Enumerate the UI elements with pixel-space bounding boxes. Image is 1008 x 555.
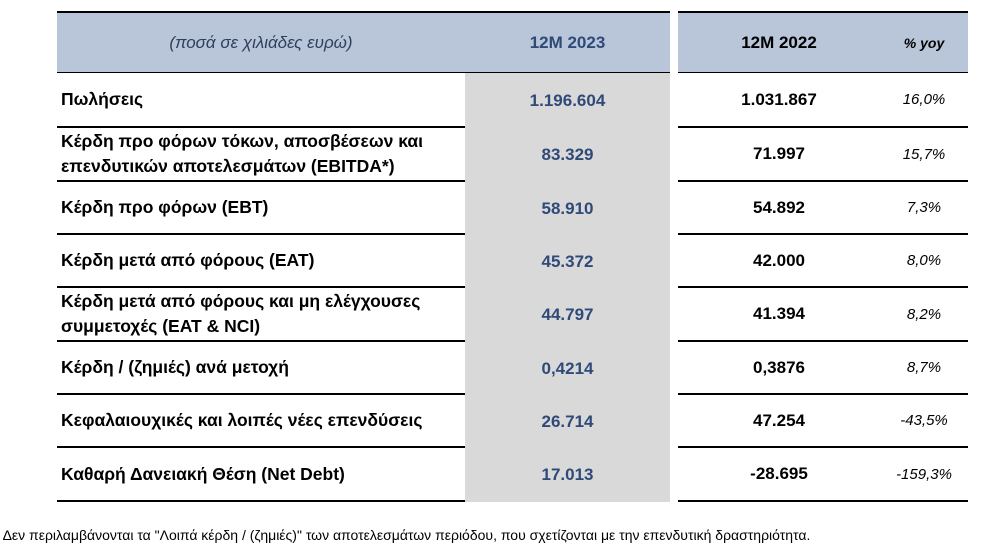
value-2022: -28.695 [678,448,880,502]
value-2023: 17.013 [465,448,670,502]
yoy-change: 8,2% [880,288,968,342]
yoy-change: 8,0% [880,235,968,288]
header-yoy: % yoy [880,11,968,73]
value-2022: 47.254 [678,395,880,448]
value-2022: 41.394 [678,288,880,342]
value-2023: 0,4214 [465,342,670,395]
row-label: Κέρδη προ φόρων (EBT) [57,182,465,235]
yoy-change: 7,3% [880,182,968,235]
value-2023: 58.910 [465,182,670,235]
yoy-change: -43,5% [880,395,968,448]
row-label: Πωλήσεις [57,73,465,128]
value-2023: 45.372 [465,235,670,288]
value-2022: 71.997 [678,128,880,182]
value-2023: 44.797 [465,288,670,342]
header-2023: 12M 2023 [465,11,670,73]
value-2022: 1.031.867 [678,73,880,128]
value-2023: 26.714 [465,395,670,448]
row-label: Καθαρή Δανειακή Θέση (Net Debt) [57,448,465,502]
row-label: Κέρδη μετά από φόρους (EAT) [57,235,465,288]
header-label: (ποσά σε χιλιάδες ευρώ) [57,11,465,73]
value-2022: 0,3876 [678,342,880,395]
row-label: Κεφαλαιουχικές και λοιπές νέες επενδύσει… [57,395,465,448]
row-label: Κέρδη / (ζημιές) ανά μετοχή [57,342,465,395]
row-label: Κέρδη μετά από φόρους και μη ελέγχουσες … [57,288,465,342]
value-2022: 54.892 [678,182,880,235]
yoy-change: -159,3% [880,448,968,502]
yoy-change: 16,0% [880,73,968,128]
value-2023: 83.329 [465,128,670,182]
value-2022: 42.000 [678,235,880,288]
row-label: Κέρδη προ φόρων τόκων, αποσβέσεων και επ… [57,128,465,182]
yoy-change: 15,7% [880,128,968,182]
yoy-change: 8,7% [880,342,968,395]
header-2022: 12M 2022 [678,11,880,73]
footnote: * Δεν περιλαμβάνονται τα "Λοιπά κέρδη / … [0,527,811,543]
value-2023: 1.196.604 [465,73,670,128]
